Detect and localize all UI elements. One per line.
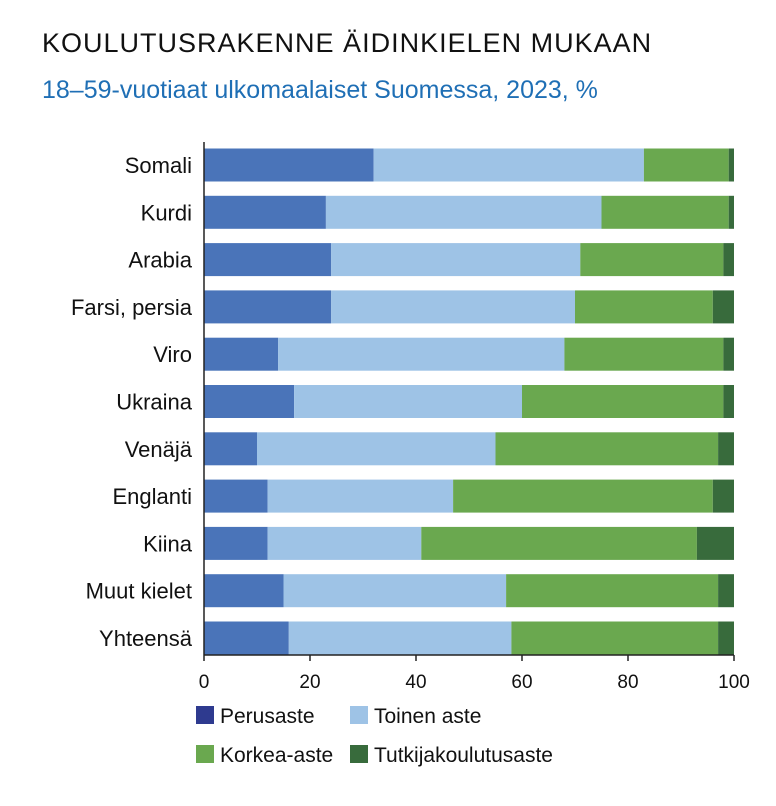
legend-label-0: Perusaste: [220, 705, 315, 728]
category-label: Kiina: [143, 531, 193, 556]
legend-swatch-3: [350, 745, 368, 763]
bar-segment-0-0: [204, 148, 374, 182]
category-label: Yhteensä: [99, 626, 193, 651]
bar-segment-3-7: [712, 479, 734, 513]
legend-swatch-0: [196, 706, 214, 724]
bar-segment-0-9: [204, 574, 284, 608]
bar-segment-3-2: [723, 243, 734, 277]
bar-segment-0-3: [204, 290, 332, 324]
category-label: Viro: [153, 342, 192, 367]
legend-label-3: Tutkijakoulutusaste: [374, 744, 553, 767]
legend: Perusaste Toinen aste Korkea-aste Tutkijako…: [196, 705, 553, 767]
bars-group: [204, 148, 734, 655]
bar-segment-3-4: [723, 337, 734, 371]
x-tick-label: 0: [199, 672, 210, 693]
chart-title: KOULUTUSRAKENNE ÄIDINKIELEN MUKAAN: [42, 28, 653, 58]
category-label: Farsi, persia: [71, 295, 193, 320]
bar-segment-3-0: [728, 148, 734, 182]
bar-segment-3-1: [728, 195, 734, 229]
bar-segment-2-7: [453, 479, 713, 513]
bar-segment-3-9: [718, 574, 734, 608]
legend-swatch-2: [196, 745, 214, 763]
category-label: Muut kielet: [86, 579, 192, 604]
category-label: Venäjä: [125, 437, 193, 462]
bar-segment-3-8: [696, 526, 734, 560]
legend-label-2: Korkea-aste: [220, 744, 333, 767]
bar-segment-0-5: [204, 385, 295, 418]
category-label: Arabia: [128, 248, 192, 273]
bar-segment-1-4: [278, 337, 565, 371]
category-label: Ukraina: [116, 390, 193, 415]
bar-segment-1-0: [373, 148, 644, 182]
bar-segment-2-5: [522, 385, 724, 418]
category-labels: Somali Kurdi Arabia Farsi, persia Viro Ukrain…: [71, 153, 193, 651]
axes-group: 0 20 40 60 80 100: [199, 142, 750, 693]
bar-segment-2-8: [421, 526, 697, 560]
x-tick-label: 20: [299, 672, 320, 693]
bar-segment-1-1: [325, 195, 602, 229]
bar-segment-1-5: [294, 385, 522, 418]
bar-segment-2-0: [643, 148, 729, 182]
bar-segment-3-5: [723, 385, 734, 418]
x-tick-label: 80: [617, 672, 638, 693]
bar-segment-1-7: [267, 479, 454, 513]
bar-segment-1-8: [267, 526, 422, 560]
bar-segment-3-3: [712, 290, 734, 324]
legend-swatch-1: [350, 706, 368, 724]
bar-segment-2-1: [601, 195, 729, 229]
bar-segment-1-9: [283, 574, 507, 608]
bar-segment-0-7: [204, 479, 268, 513]
bar-segment-0-10: [204, 621, 289, 655]
category-label: Kurdi: [141, 200, 192, 225]
category-label: Somali: [125, 153, 192, 178]
bar-segment-0-4: [204, 337, 279, 371]
bar-segment-0-8: [204, 526, 268, 560]
bar-segment-3-6: [718, 432, 734, 466]
bar-segment-2-9: [506, 574, 719, 608]
chart-subtitle: 18–59-vuotiaat ulkomaalaiset Suomessa, 2…: [42, 76, 598, 104]
bar-segment-2-4: [564, 337, 724, 371]
bar-segment-1-10: [288, 621, 512, 655]
bar-segment-1-3: [331, 290, 575, 324]
bar-segment-1-6: [257, 432, 496, 466]
bar-segment-0-2: [204, 243, 332, 277]
bar-segment-2-10: [511, 621, 719, 655]
x-tick-label: 40: [405, 672, 426, 693]
bar-segment-2-3: [575, 290, 713, 324]
bar-segment-0-6: [204, 432, 257, 466]
category-label: Englanti: [112, 484, 192, 509]
bar-segment-2-2: [580, 243, 724, 277]
bar-segment-1-2: [331, 243, 581, 277]
bar-segment-3-10: [718, 621, 734, 655]
bar-segment-0-1: [204, 195, 326, 229]
bar-segment-2-6: [495, 432, 719, 466]
x-tick-label: 100: [718, 672, 750, 693]
legend-label-1: Toinen aste: [374, 705, 481, 728]
x-tick-label: 60: [511, 672, 532, 693]
